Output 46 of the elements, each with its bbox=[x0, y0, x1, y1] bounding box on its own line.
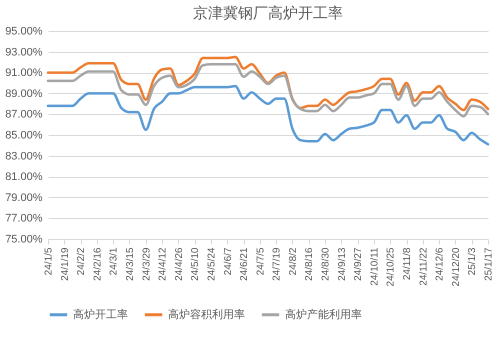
x-tick-label: 24/5/24 bbox=[206, 247, 218, 281]
line-series bbox=[46, 63, 490, 118]
x-tick-label: 24/7/5 bbox=[255, 247, 266, 276]
x-tick-label: 24/3/1 bbox=[108, 247, 120, 276]
x-tick-label: 24/6/7 bbox=[222, 247, 234, 276]
y-tick-label: 93.00% bbox=[5, 46, 43, 58]
legend-label: 高炉容积利用率 bbox=[168, 308, 245, 321]
x-tick-label: 24/12/20 bbox=[450, 247, 462, 286]
x-tick-label: 24/8/16 bbox=[304, 247, 316, 281]
y-tick-label: 95.00% bbox=[5, 26, 43, 38]
y-tick-label: 85.00% bbox=[5, 130, 43, 142]
x-tick-label: 24/8/30 bbox=[320, 247, 332, 281]
x-tick-label: 24/5/10 bbox=[190, 247, 202, 281]
y-tick-label: 89.00% bbox=[5, 88, 43, 100]
x-tick-label: 24/11/8 bbox=[402, 247, 414, 280]
x-tick-label: 24/3/29 bbox=[141, 247, 152, 281]
y-tick-label: 77.00% bbox=[5, 212, 43, 225]
x-tick-label: 24/4/12 bbox=[158, 247, 169, 281]
x-tick-label: 24/1/5 bbox=[44, 247, 54, 276]
x-tick-label: 24/3/15 bbox=[124, 247, 136, 281]
x-tick-label: 24/10/25 bbox=[386, 247, 397, 286]
chart-title: 京津冀钢厂高炉开工率 bbox=[193, 5, 343, 22]
x-tick-label: 24/10/11 bbox=[369, 247, 380, 286]
x-tick-label: 24/1/19 bbox=[60, 247, 71, 281]
y-tick-label: 87.00% bbox=[5, 108, 43, 121]
line-series bbox=[46, 84, 490, 146]
x-tick-label: 25/1/3 bbox=[467, 247, 478, 276]
x-tick-label: 24/4/26 bbox=[174, 247, 185, 281]
x-tick-label: 24/9/27 bbox=[353, 247, 364, 281]
x-tick-label: 24/2/16 bbox=[92, 247, 104, 281]
y-tick-label: 81.00% bbox=[5, 171, 43, 184]
line-series bbox=[46, 56, 490, 112]
x-tick-label: 24/9/13 bbox=[336, 247, 348, 281]
x-tick-label: 24/8/2 bbox=[288, 247, 299, 276]
x-tick-label: 24/7/19 bbox=[272, 247, 283, 281]
x-tick-label: 25/1/17 bbox=[484, 247, 494, 281]
x-tick-label: 24/11/22 bbox=[418, 247, 430, 286]
x-tick-label: 24/6/21 bbox=[239, 247, 250, 281]
legend-label: 高炉产能利用率 bbox=[285, 308, 362, 321]
x-tick-label: 24/2/2 bbox=[76, 247, 88, 276]
y-tick-label: 91.00% bbox=[5, 67, 43, 80]
y-tick-label: 83.00% bbox=[5, 150, 43, 162]
y-tick-label: 75.00% bbox=[5, 234, 43, 246]
y-tick-label: 79.00% bbox=[5, 192, 43, 204]
x-tick-label: 24/12/6 bbox=[434, 247, 446, 281]
legend-label: 高炉开工率 bbox=[73, 308, 128, 321]
